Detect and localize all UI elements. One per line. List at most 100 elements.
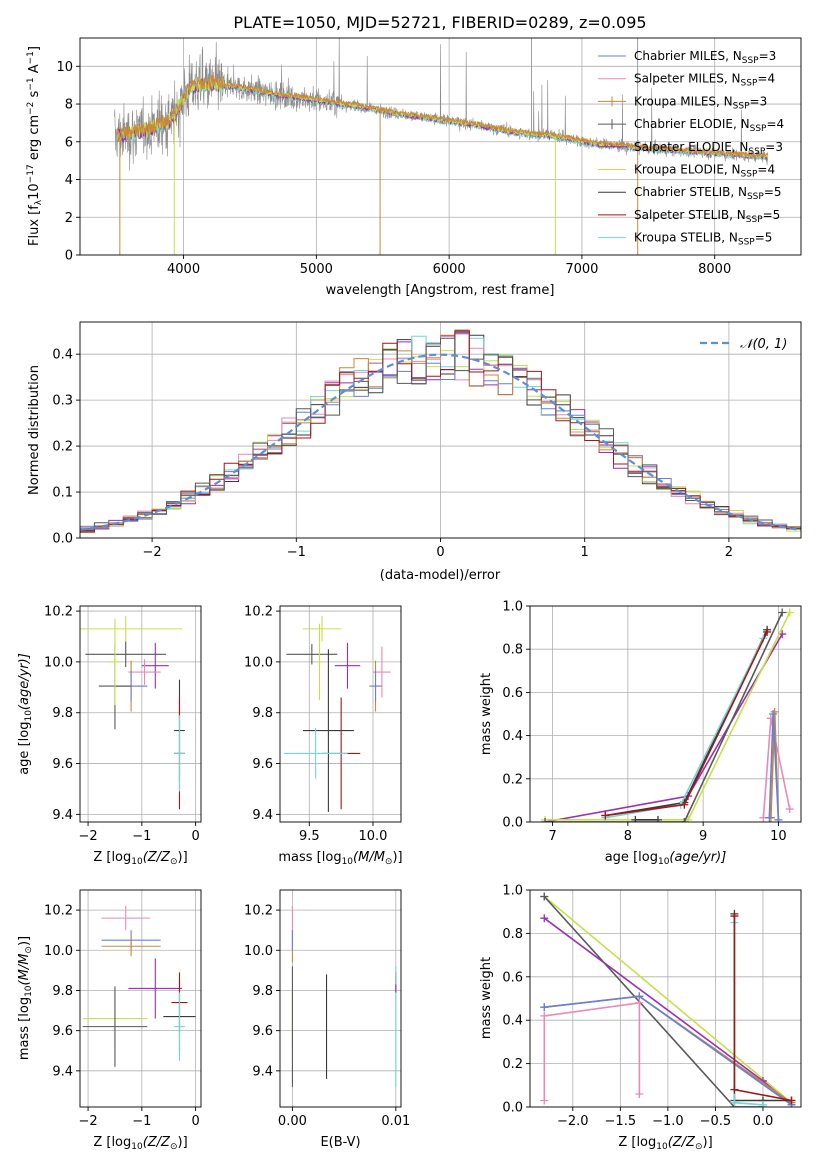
y-tick-label: 9.4 bbox=[52, 1064, 73, 1079]
label-part: ⊙ bbox=[385, 857, 393, 867]
weight-series bbox=[541, 608, 794, 822]
series-marker bbox=[778, 608, 787, 617]
axes-frame bbox=[279, 889, 402, 1108]
legend-label: Kroupa ELODIE, NSSP​=4 bbox=[634, 163, 775, 180]
legend-label: Kroupa STELIB, NSSP​=5 bbox=[634, 231, 772, 248]
label-part: Kroupa MILES, N bbox=[634, 94, 733, 108]
weight-series bbox=[601, 634, 768, 822]
label-part: =3 bbox=[759, 49, 777, 63]
y-tick-label: 8 bbox=[65, 98, 73, 113]
spectrum-axes: Chabrier MILES, NSSP​=3 Salpeter MILES, N… bbox=[26, 37, 802, 298]
series-marker bbox=[730, 1098, 739, 1107]
label-part: )] bbox=[178, 1135, 188, 1150]
y-tick-label: 0.2 bbox=[52, 440, 73, 455]
series-line bbox=[543, 1001, 641, 1101]
series-marker bbox=[635, 998, 644, 1007]
x-tick-label: 10 bbox=[770, 829, 787, 844]
y-axis-label: mass [log10​(M/M⊙​)] bbox=[17, 936, 34, 1060]
y-tick-label: 10.0 bbox=[44, 944, 73, 959]
series-marker bbox=[785, 608, 794, 617]
label-part: age [log bbox=[17, 722, 32, 775]
plot-area bbox=[280, 890, 401, 1107]
weight-series bbox=[540, 892, 767, 1107]
x-tick-label: 8 bbox=[624, 829, 632, 844]
errorbar-point bbox=[85, 641, 167, 667]
series-line bbox=[544, 633, 783, 822]
series-marker bbox=[680, 800, 689, 809]
x-tick-label: −2.0 bbox=[557, 1114, 589, 1129]
plot-area bbox=[80, 606, 201, 822]
axes-frame bbox=[79, 37, 802, 256]
label-part: Kroupa ELODIE, N bbox=[634, 163, 741, 177]
axes-frame bbox=[529, 605, 802, 823]
x-axis-label: (data-model)/error bbox=[380, 568, 501, 583]
x-axis-label: Z [log10​(Z/Z⊙​)] bbox=[93, 850, 187, 867]
y-tick-label: 2 bbox=[65, 211, 73, 226]
errorbar-point bbox=[283, 727, 348, 779]
y-tick-label: 0.2 bbox=[502, 1057, 523, 1072]
x-tick-label: 9.5 bbox=[299, 829, 320, 844]
y-tick-label: 0.3 bbox=[52, 394, 73, 409]
errorbar-point bbox=[128, 659, 161, 685]
label-part: SSP bbox=[741, 79, 758, 89]
series-marker bbox=[758, 1100, 767, 1107]
label-part: =4 bbox=[766, 117, 784, 131]
series-line bbox=[545, 612, 783, 822]
legend-label: Chabrier STELIB, NSSP​=5 bbox=[634, 185, 782, 202]
label-part: Z [log bbox=[93, 850, 131, 865]
grid bbox=[80, 606, 201, 822]
normal-curve bbox=[80, 353, 801, 531]
label-part: Salpeter STELIB, N bbox=[634, 208, 746, 222]
axes-frame bbox=[79, 605, 202, 823]
weight-z-axes: −2.0 −1.5 −1.0 −0.5 0.0 0.0 0.2 0.4 0.6 0.8 1.0 Z [… bbox=[479, 884, 802, 1152]
y-tick-label: 10.2 bbox=[244, 904, 273, 919]
label-part: SSP bbox=[748, 147, 765, 157]
series-marker bbox=[765, 813, 774, 822]
errorbar-point bbox=[286, 644, 338, 665]
label-part: 10 bbox=[27, 183, 42, 200]
label-part: SSP bbox=[738, 238, 755, 248]
grid bbox=[80, 890, 201, 1107]
x-tick-label: −1.0 bbox=[652, 1114, 684, 1129]
y-axis-label: mass weight bbox=[479, 673, 494, 755]
legend-label: Kroupa MILES, NSSP​=3 bbox=[634, 94, 767, 111]
residual-axes: 𝒩(0, 1) −2 −1 0 1 2 0.0 0.1 0.2 0.3 0.4 (data-model… bbox=[27, 321, 802, 583]
series-marker bbox=[541, 818, 550, 822]
y-tick-label: 10 bbox=[56, 60, 73, 75]
mass-z-axes: −2 −1 0 9.4 9.6 9.8 10.0 10.2 Z [log10​(Z/Z⊙​)] m… bbox=[17, 889, 202, 1152]
label-part: ] bbox=[27, 46, 42, 51]
x-tick-label: 0 bbox=[191, 1114, 199, 1129]
age-z-axes: −2 −1 0 9.4 9.6 9.8 10.0 10.2 Z [log10​(Z/Z⊙​)] a… bbox=[17, 605, 202, 867]
series-marker bbox=[540, 892, 549, 901]
label-part: SSP bbox=[746, 215, 763, 225]
y-tick-label: 9.6 bbox=[52, 1024, 73, 1039]
series-marker bbox=[540, 1096, 549, 1105]
errorbar-point bbox=[109, 618, 121, 706]
y-tick-label: 0.4 bbox=[502, 1014, 523, 1029]
label-part: Z [log bbox=[618, 1135, 656, 1150]
y-tick-label: 10.2 bbox=[244, 605, 273, 620]
label-part: )] bbox=[178, 850, 188, 865]
series-marker bbox=[785, 805, 794, 814]
errorbar-point bbox=[101, 936, 161, 957]
label-part: Chabrier ELODIE, N bbox=[634, 117, 750, 131]
label-part: SSP bbox=[742, 56, 759, 66]
y-tick-label: 0.0 bbox=[502, 1101, 523, 1116]
y-tick-label: 0.0 bbox=[502, 816, 523, 831]
label-part: =5 bbox=[764, 185, 782, 199]
x-tick-label: 4000 bbox=[167, 262, 200, 277]
x-tick-label: 0 bbox=[191, 829, 199, 844]
x-tick-label: 5000 bbox=[300, 262, 333, 277]
legend-label: Chabrier MILES, NSSP​=3 bbox=[634, 49, 776, 66]
y-tick-label: 9.8 bbox=[52, 984, 73, 999]
y-tick-label: 0.4 bbox=[502, 729, 523, 744]
label-part: (M/M bbox=[353, 850, 385, 865]
label-part: SSP bbox=[750, 124, 767, 134]
histogram-step bbox=[80, 330, 801, 533]
y-tick-label: 0.2 bbox=[502, 772, 523, 787]
x-axis-label: E(B-V) bbox=[320, 1135, 360, 1150]
y-tick-label: 6 bbox=[65, 135, 73, 150]
label-part: SSP bbox=[741, 170, 758, 180]
errorbar-point bbox=[316, 623, 323, 701]
label-part: (Z/Z bbox=[143, 1135, 171, 1150]
